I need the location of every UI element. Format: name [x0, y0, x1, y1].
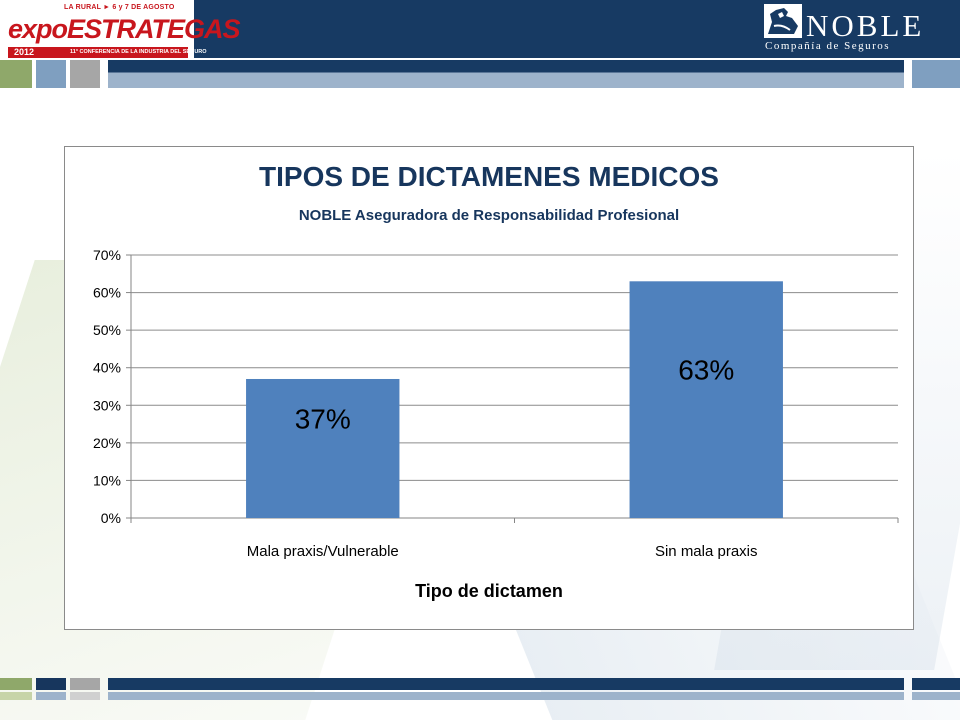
chart-subtitle: NOBLE Aseguradora de Responsabilidad Pro… — [298, 207, 680, 224]
expo-estrategas-logo: LA RURAL ► 6 y 7 DE AGOSTO expoESTRATEGA… — [0, 0, 241, 64]
stripe-blue-bottom-light — [36, 692, 66, 700]
expo-wordmark: expoESTRATEGAS — [8, 14, 241, 44]
y-tick-label: 20% — [93, 435, 121, 451]
noble-brand-name: NOBLE — [806, 8, 925, 43]
y-tick-label: 60% — [93, 285, 121, 301]
bar-data-label: 37% — [295, 403, 351, 434]
x-tick-label: Mala praxis/Vulnerable — [247, 543, 399, 560]
expo-word-a: expo — [8, 14, 68, 44]
stripe-green-bottom — [0, 678, 32, 690]
noble-horse-icon — [764, 4, 802, 38]
bar-chart: 0% 10% 20% 30% 40% 50% 60% 70% 37% Mala praxis/Vu… — [93, 247, 899, 560]
bar — [246, 378, 400, 518]
stripe-navy-long — [108, 60, 904, 88]
stripe-gray-bottom — [70, 678, 100, 690]
stripe-navy-long-bottom — [108, 678, 904, 690]
x-axis-title: Tipo de dictamen — [415, 581, 563, 601]
stripe-blue-long-bottom-light — [108, 692, 904, 700]
chart-area: TIPOS DE DICTAMENES MEDICOS NOBLE Asegur… — [64, 146, 914, 630]
stripe-gray — [70, 60, 100, 88]
expo-conference: 11° CONFERENCIA DE LA INDUSTRIA DEL SEGU… — [70, 49, 207, 55]
chart-title: TIPOS DE DICTAMENES MEDICOS — [259, 161, 719, 192]
stripe-navy-bottom — [36, 678, 66, 690]
expo-year-banner — [8, 47, 188, 58]
y-tick-label: 40% — [93, 360, 121, 376]
y-tick-label: 0% — [101, 510, 121, 526]
y-tick-label: 30% — [93, 397, 121, 413]
expo-year: 2012 — [14, 47, 35, 57]
stripe-blue-right — [912, 60, 960, 88]
y-tick-label: 10% — [93, 472, 121, 488]
x-tick-label: Sin mala praxis — [655, 543, 758, 560]
y-tick-label: 70% — [93, 247, 121, 263]
stripe-blue — [36, 60, 66, 88]
bar — [629, 281, 783, 518]
expo-venue-date: LA RURAL ► 6 y 7 DE AGOSTO — [64, 4, 175, 11]
stripe-green — [0, 60, 32, 88]
expo-word-b: ESTRATEGAS — [67, 14, 241, 44]
bar-data-label: 63% — [678, 355, 734, 386]
stripe-navy-right-bottom — [912, 678, 960, 690]
stripe-blue-right-bottom-light — [912, 692, 960, 700]
stripe-green-bottom-light — [0, 692, 32, 700]
stripe-gray-bottom-light — [70, 692, 100, 700]
noble-tagline: Compañía de Seguros — [765, 40, 891, 52]
y-tick-label: 50% — [93, 322, 121, 338]
